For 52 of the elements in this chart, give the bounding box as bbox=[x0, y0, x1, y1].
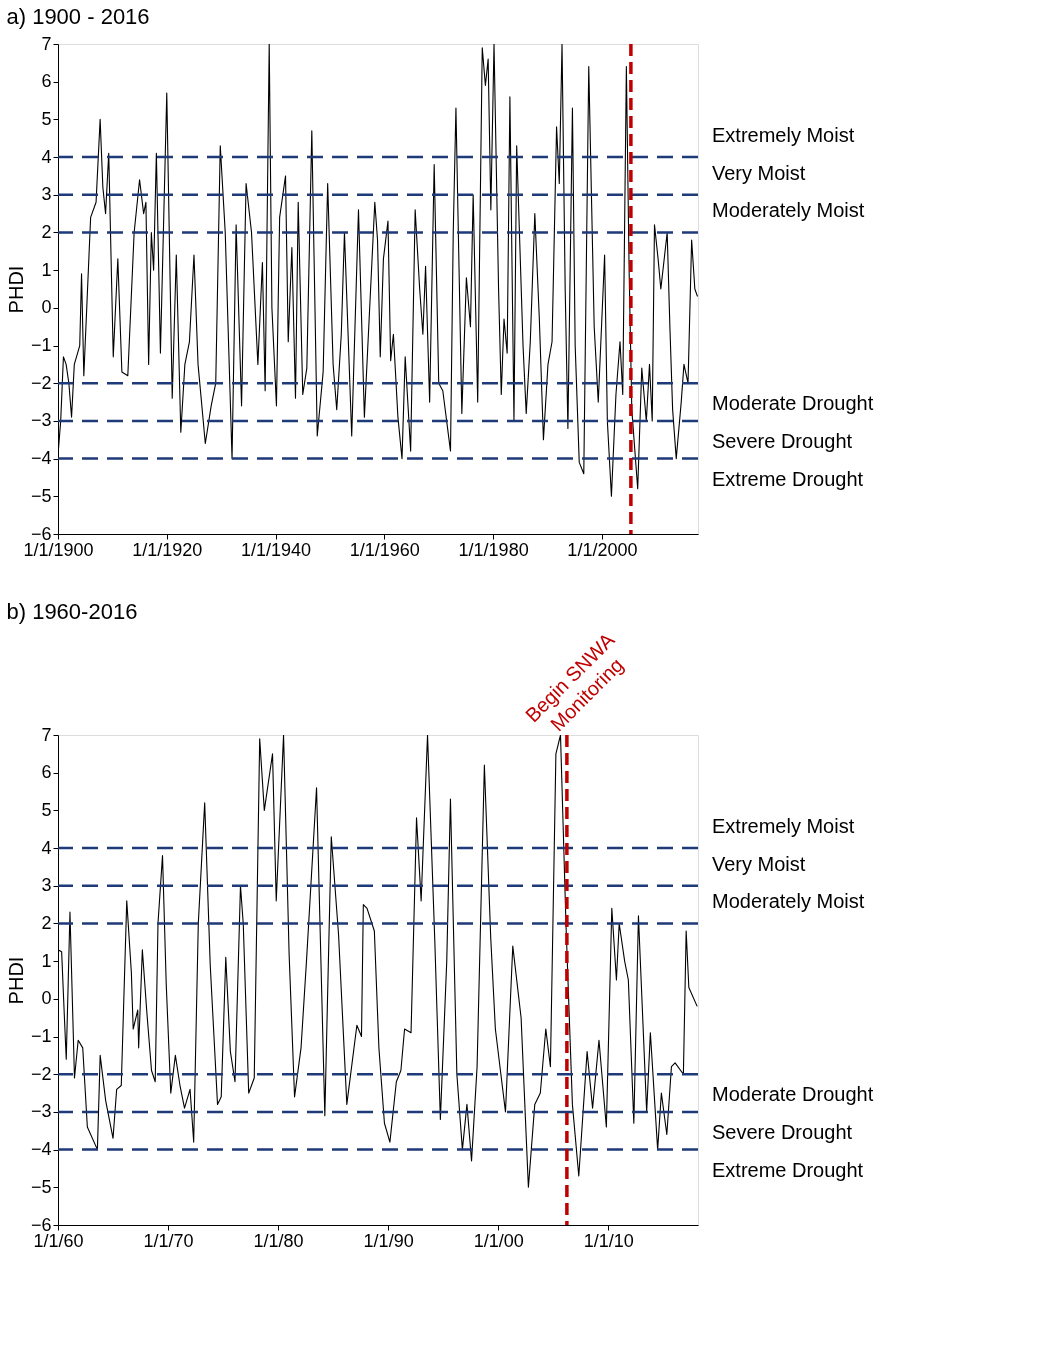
y-tick-label: −4 bbox=[30, 448, 52, 469]
y-axis-title: PHDI bbox=[4, 956, 27, 1005]
y-tick-label: −3 bbox=[30, 410, 52, 431]
ref-line-label: Moderate Drought bbox=[712, 1083, 874, 1106]
x-tick-label: 1/1/1940 bbox=[241, 539, 312, 560]
ref-line-label: Very Moist bbox=[712, 852, 806, 875]
y-tick-label: 5 bbox=[41, 799, 52, 820]
y-tick-label: 5 bbox=[41, 108, 52, 129]
y-tick-label: 2 bbox=[41, 221, 52, 242]
y-tick-label: −3 bbox=[30, 1101, 52, 1122]
y-tick-label: 1 bbox=[41, 950, 52, 971]
y-tick-label: −5 bbox=[30, 1176, 52, 1197]
y-tick-label: −5 bbox=[30, 485, 52, 506]
ref-line-label: Extremely Moist bbox=[712, 815, 855, 838]
y-tick-label: 0 bbox=[41, 297, 52, 318]
chart-title: a) 1900 - 2016 bbox=[6, 4, 150, 29]
chart-title: b) 1960-2016 bbox=[6, 599, 138, 625]
y-tick-label: −4 bbox=[30, 1139, 52, 1160]
x-tick-label: 1/1/70 bbox=[143, 1230, 194, 1251]
y-tick-label: 1 bbox=[41, 259, 52, 280]
x-tick-label: 1/1/80 bbox=[253, 1230, 304, 1251]
ref-line-label: Very Moist bbox=[712, 161, 806, 184]
y-tick-label: 7 bbox=[41, 724, 52, 745]
y-tick-label: 4 bbox=[41, 146, 52, 167]
x-tick-label: 1/1/00 bbox=[473, 1230, 524, 1251]
x-tick-label: 1/1/1980 bbox=[458, 539, 529, 560]
ref-line-label: Severe Drought bbox=[712, 1120, 853, 1143]
ref-line-label: Moderate Drought bbox=[712, 392, 874, 415]
y-tick-label: 6 bbox=[41, 762, 52, 783]
y-tick-label: 0 bbox=[41, 988, 52, 1009]
x-tick-label: 1/1/1920 bbox=[132, 539, 203, 560]
y-tick-label: 7 bbox=[41, 33, 52, 54]
x-tick-label: 1/1/90 bbox=[363, 1230, 414, 1251]
x-tick-label: 1/1/1960 bbox=[349, 539, 420, 560]
ref-line-label: Moderately Moist bbox=[712, 890, 865, 913]
y-axis-title: PHDI bbox=[4, 265, 27, 314]
x-tick-label: 1/1/2000 bbox=[567, 539, 638, 560]
y-tick-label: −2 bbox=[30, 1063, 52, 1084]
y-tick-label: −2 bbox=[30, 372, 52, 393]
ref-line-label: Moderately Moist bbox=[712, 199, 865, 222]
x-tick-label: 1/1/10 bbox=[583, 1230, 634, 1251]
y-tick-label: 3 bbox=[41, 184, 52, 205]
y-tick-label: −1 bbox=[30, 335, 52, 356]
y-tick-label: −1 bbox=[30, 1026, 52, 1047]
ref-line-label: Extreme Drought bbox=[712, 1158, 864, 1181]
ref-line-label: Extremely Moist bbox=[712, 124, 855, 147]
y-tick-label: 4 bbox=[41, 837, 52, 858]
y-tick-label: 2 bbox=[41, 912, 52, 933]
y-tick-label: 3 bbox=[41, 875, 52, 896]
y-tick-label: 6 bbox=[41, 71, 52, 92]
ref-line-label: Extreme Drought bbox=[712, 467, 864, 490]
ref-line-label: Severe Drought bbox=[712, 429, 853, 452]
